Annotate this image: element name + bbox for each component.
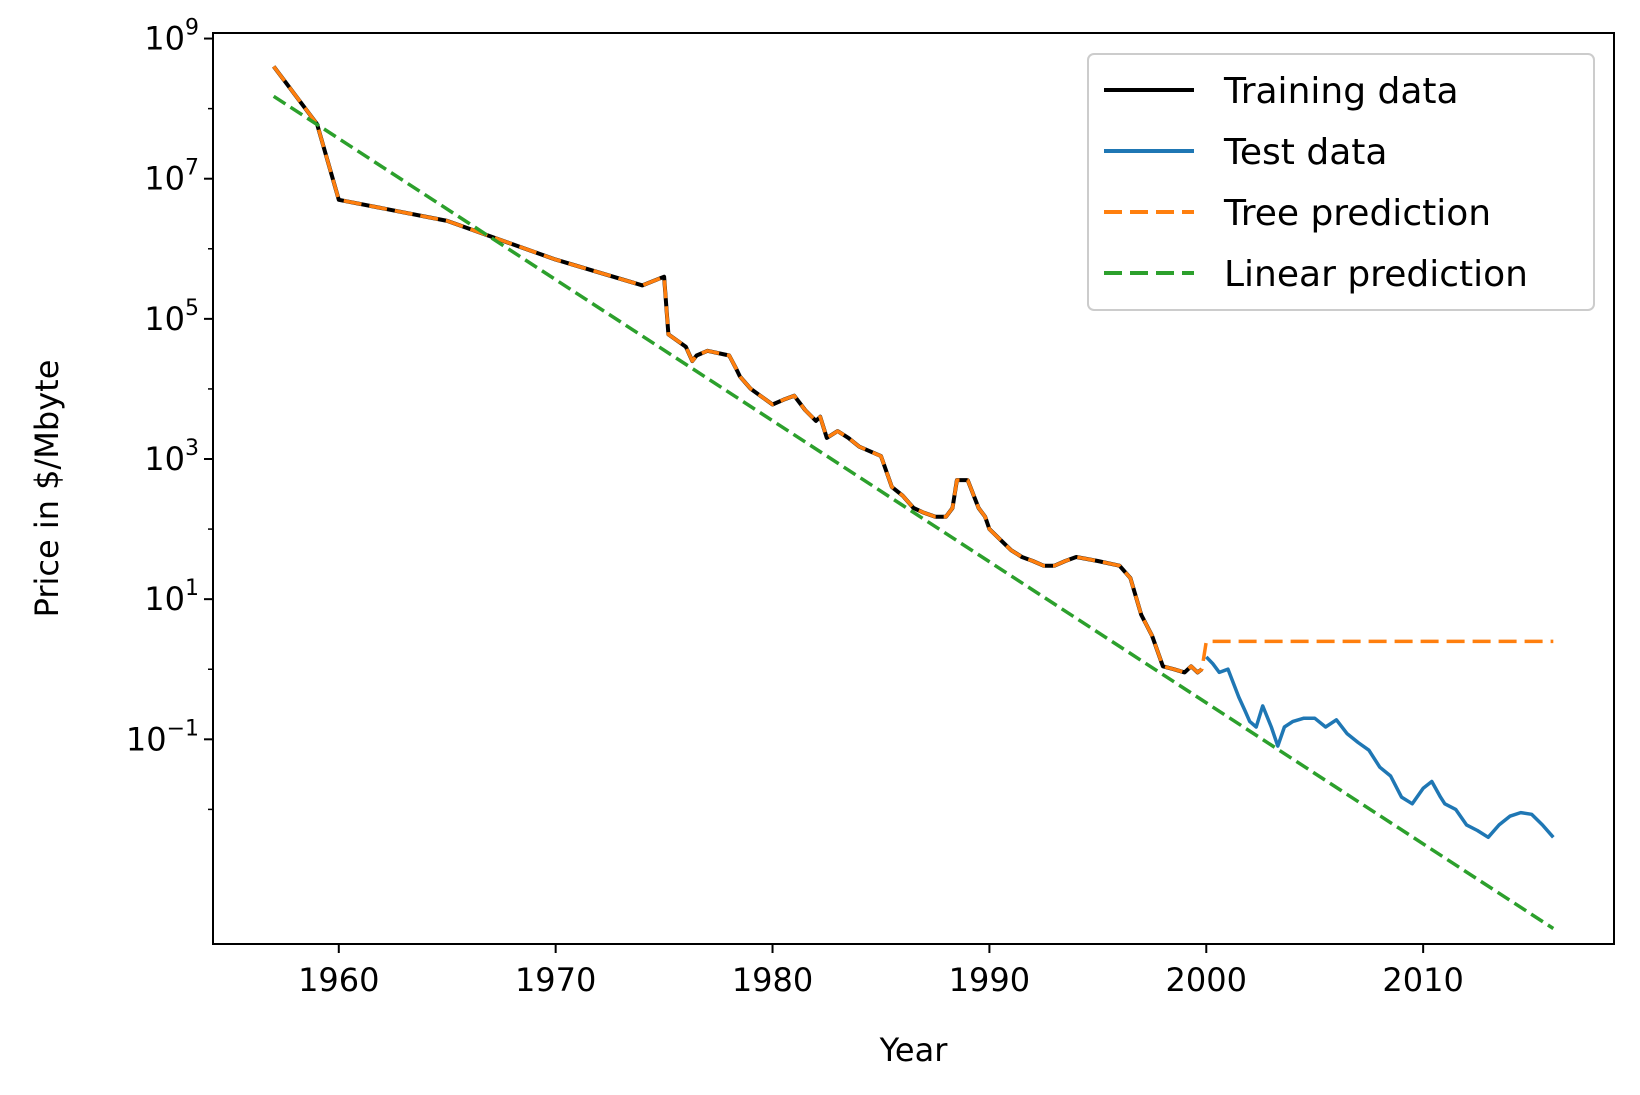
legend-label: Linear prediction (1224, 254, 1528, 295)
x-tick-label: 2010 (1382, 961, 1463, 999)
y-tick-label: 105 (144, 296, 199, 338)
legend-label: Tree prediction (1223, 193, 1491, 234)
x-tick-label: 1980 (732, 961, 813, 999)
series-line-linear-prediction (272, 94, 1555, 930)
series-layer (272, 65, 1555, 930)
plot-frame (212, 32, 1615, 945)
y-axis: 10−1 101 103 105 107 109 (126, 16, 213, 811)
y-tick-label: 103 (144, 436, 199, 478)
y-tick-label: 10−1 (126, 716, 199, 758)
x-tick-label: 2000 (1166, 961, 1247, 999)
legend: Training data Test data Tree prediction Lin… (1087, 53, 1595, 311)
legend-label: Test data (1223, 132, 1387, 173)
series-line-test-data (1205, 655, 1555, 840)
x-tick-label: 1970 (515, 961, 596, 999)
y-tick-label: 101 (144, 576, 199, 618)
x-axis-label: Year (879, 1031, 949, 1069)
x-tick-label: 1960 (298, 961, 379, 999)
x-axis: 1960 1970 1980 1990 2000 2010 (298, 944, 1464, 999)
y-tick-label: 109 (144, 16, 199, 58)
x-tick-label: 1990 (949, 961, 1030, 999)
series-line-training-data (272, 65, 1204, 675)
y-tick-label: 107 (144, 156, 199, 198)
series-line-tree-prediction (272, 65, 1554, 675)
legend-label: Training data (1223, 71, 1459, 112)
legend-box (1087, 53, 1595, 311)
y-axis-label: Price in $/Mbyte (28, 360, 66, 618)
